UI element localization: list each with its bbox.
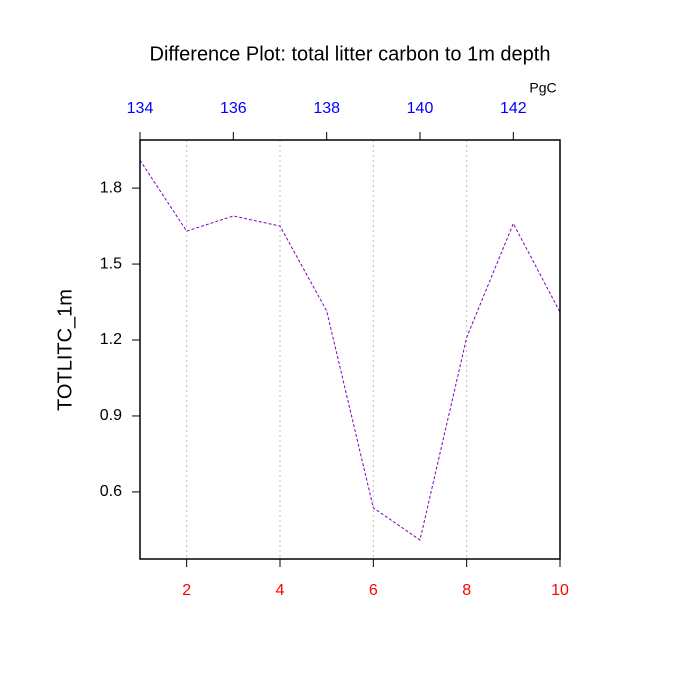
x2-tick-label: 140 [407, 100, 434, 117]
line [139, 159, 561, 541]
x2-tick-label: 138 [313, 100, 340, 117]
y-tick-label: 1.2 [100, 331, 122, 348]
x-tick-label: 4 [276, 582, 285, 599]
x2-axis-label: PgC [529, 80, 556, 96]
x2-tick-label: 134 [127, 100, 154, 117]
plot-frame [139, 139, 561, 560]
y-tick-label: 1.5 [100, 255, 122, 272]
y-tick-label: 1.8 [100, 179, 122, 196]
y-tick-label: 0.9 [100, 407, 122, 424]
x-tick-label: 10 [551, 582, 569, 599]
x2-tick-label: 136 [220, 100, 247, 117]
x2-tick-label: 142 [500, 100, 527, 117]
y-tick-label: 0.6 [100, 483, 122, 500]
x-tick-label: 2 [182, 582, 191, 599]
chart-title: Difference Plot: total litter carbon to … [150, 43, 551, 65]
y-axis-label: TOTLITC_1m [54, 289, 76, 411]
x-tick-label: 6 [369, 582, 378, 599]
x-tick-label: 8 [462, 582, 471, 599]
